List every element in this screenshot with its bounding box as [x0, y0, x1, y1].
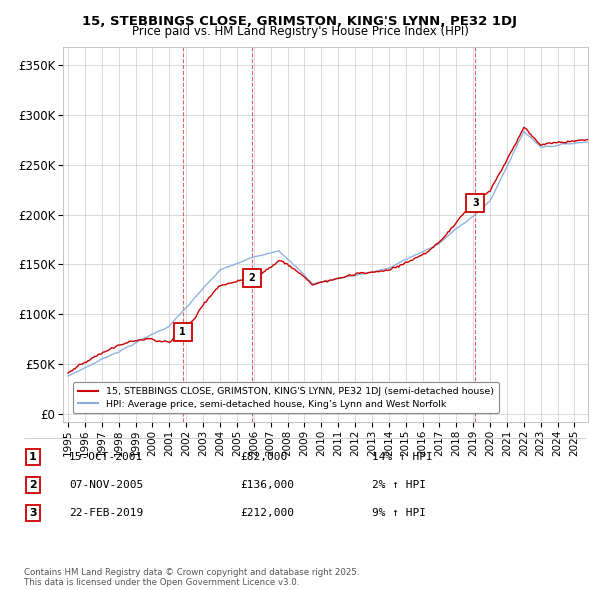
Text: £212,000: £212,000: [240, 508, 294, 517]
Text: 1: 1: [29, 453, 37, 462]
Text: 07-NOV-2005: 07-NOV-2005: [69, 480, 143, 490]
Text: 9% ↑ HPI: 9% ↑ HPI: [372, 508, 426, 517]
Text: 14% ↑ HPI: 14% ↑ HPI: [372, 453, 433, 462]
Text: 2% ↑ HPI: 2% ↑ HPI: [372, 480, 426, 490]
Text: 3: 3: [29, 508, 37, 517]
Text: Contains HM Land Registry data © Crown copyright and database right 2025.
This d: Contains HM Land Registry data © Crown c…: [24, 568, 359, 587]
Text: £136,000: £136,000: [240, 480, 294, 490]
Text: 15-OCT-2001: 15-OCT-2001: [69, 453, 143, 462]
Text: 1: 1: [179, 327, 186, 337]
Text: 2: 2: [29, 480, 37, 490]
Text: 2: 2: [248, 273, 255, 283]
Text: 15, STEBBINGS CLOSE, GRIMSTON, KING'S LYNN, PE32 1DJ: 15, STEBBINGS CLOSE, GRIMSTON, KING'S LY…: [83, 15, 517, 28]
Text: 22-FEB-2019: 22-FEB-2019: [69, 508, 143, 517]
Text: Price paid vs. HM Land Registry's House Price Index (HPI): Price paid vs. HM Land Registry's House …: [131, 25, 469, 38]
Text: 3: 3: [472, 198, 479, 208]
Text: £82,000: £82,000: [240, 453, 287, 462]
Legend: 15, STEBBINGS CLOSE, GRIMSTON, KING'S LYNN, PE32 1DJ (semi-detached house), HPI:: 15, STEBBINGS CLOSE, GRIMSTON, KING'S LY…: [73, 382, 499, 414]
